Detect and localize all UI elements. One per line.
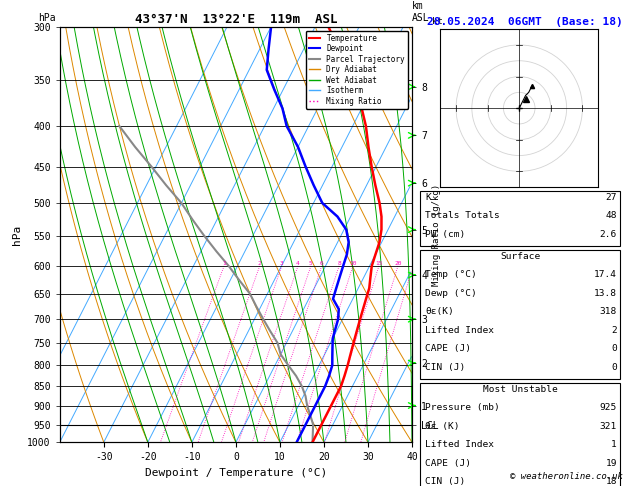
Text: 2: 2 [611, 326, 617, 335]
Text: 20: 20 [394, 261, 402, 266]
Text: 15: 15 [375, 261, 382, 266]
Text: PW (cm): PW (cm) [425, 230, 465, 239]
Text: CIN (J): CIN (J) [425, 363, 465, 372]
X-axis label: Dewpoint / Temperature (°C): Dewpoint / Temperature (°C) [145, 468, 327, 478]
Text: 6: 6 [320, 261, 323, 266]
Text: 318: 318 [600, 307, 617, 316]
Text: 1: 1 [611, 440, 617, 450]
Text: Lifted Index: Lifted Index [425, 440, 494, 450]
Text: 0: 0 [611, 344, 617, 353]
Text: 48: 48 [606, 211, 617, 221]
Text: 19: 19 [606, 459, 617, 468]
Text: kt: kt [432, 17, 443, 26]
Text: 18: 18 [606, 477, 617, 486]
Text: 3: 3 [280, 261, 284, 266]
Text: 2.6: 2.6 [600, 230, 617, 239]
Text: 2: 2 [258, 261, 262, 266]
Text: θε(K): θε(K) [425, 307, 454, 316]
Text: 4: 4 [296, 261, 300, 266]
Text: 1: 1 [222, 261, 226, 266]
Text: 8: 8 [337, 261, 341, 266]
Y-axis label: hPa: hPa [12, 225, 21, 244]
Text: © weatheronline.co.uk: © weatheronline.co.uk [510, 472, 623, 481]
Text: Pressure (mb): Pressure (mb) [425, 403, 500, 413]
Text: km
ASL: km ASL [412, 1, 430, 22]
Text: K: K [425, 193, 431, 202]
Text: 321: 321 [600, 422, 617, 431]
Text: Lifted Index: Lifted Index [425, 326, 494, 335]
Text: 13.8: 13.8 [594, 289, 617, 298]
Text: CIN (J): CIN (J) [425, 477, 465, 486]
Legend: Temperature, Dewpoint, Parcel Trajectory, Dry Adiabat, Wet Adiabat, Isotherm, Mi: Temperature, Dewpoint, Parcel Trajectory… [306, 31, 408, 109]
Text: Totals Totals: Totals Totals [425, 211, 500, 221]
Text: 27: 27 [606, 193, 617, 202]
Text: 5: 5 [309, 261, 313, 266]
Text: 10: 10 [349, 261, 357, 266]
Text: 28.05.2024  06GMT  (Base: 18): 28.05.2024 06GMT (Base: 18) [427, 17, 623, 27]
Text: Dewp (°C): Dewp (°C) [425, 289, 477, 298]
Text: CAPE (J): CAPE (J) [425, 344, 471, 353]
Text: Mixing Ratio (g/kg): Mixing Ratio (g/kg) [432, 183, 441, 286]
Text: CAPE (J): CAPE (J) [425, 459, 471, 468]
Text: θε (K): θε (K) [425, 422, 460, 431]
Text: Temp (°C): Temp (°C) [425, 270, 477, 279]
Title: 43°37'N  13°22'E  119m  ASL: 43°37'N 13°22'E 119m ASL [135, 13, 337, 26]
Text: 0: 0 [611, 363, 617, 372]
Text: Surface: Surface [500, 252, 540, 261]
Text: 925: 925 [600, 403, 617, 413]
Text: Most Unstable: Most Unstable [483, 385, 557, 394]
Text: hPa: hPa [38, 13, 56, 22]
Text: 17.4: 17.4 [594, 270, 617, 279]
